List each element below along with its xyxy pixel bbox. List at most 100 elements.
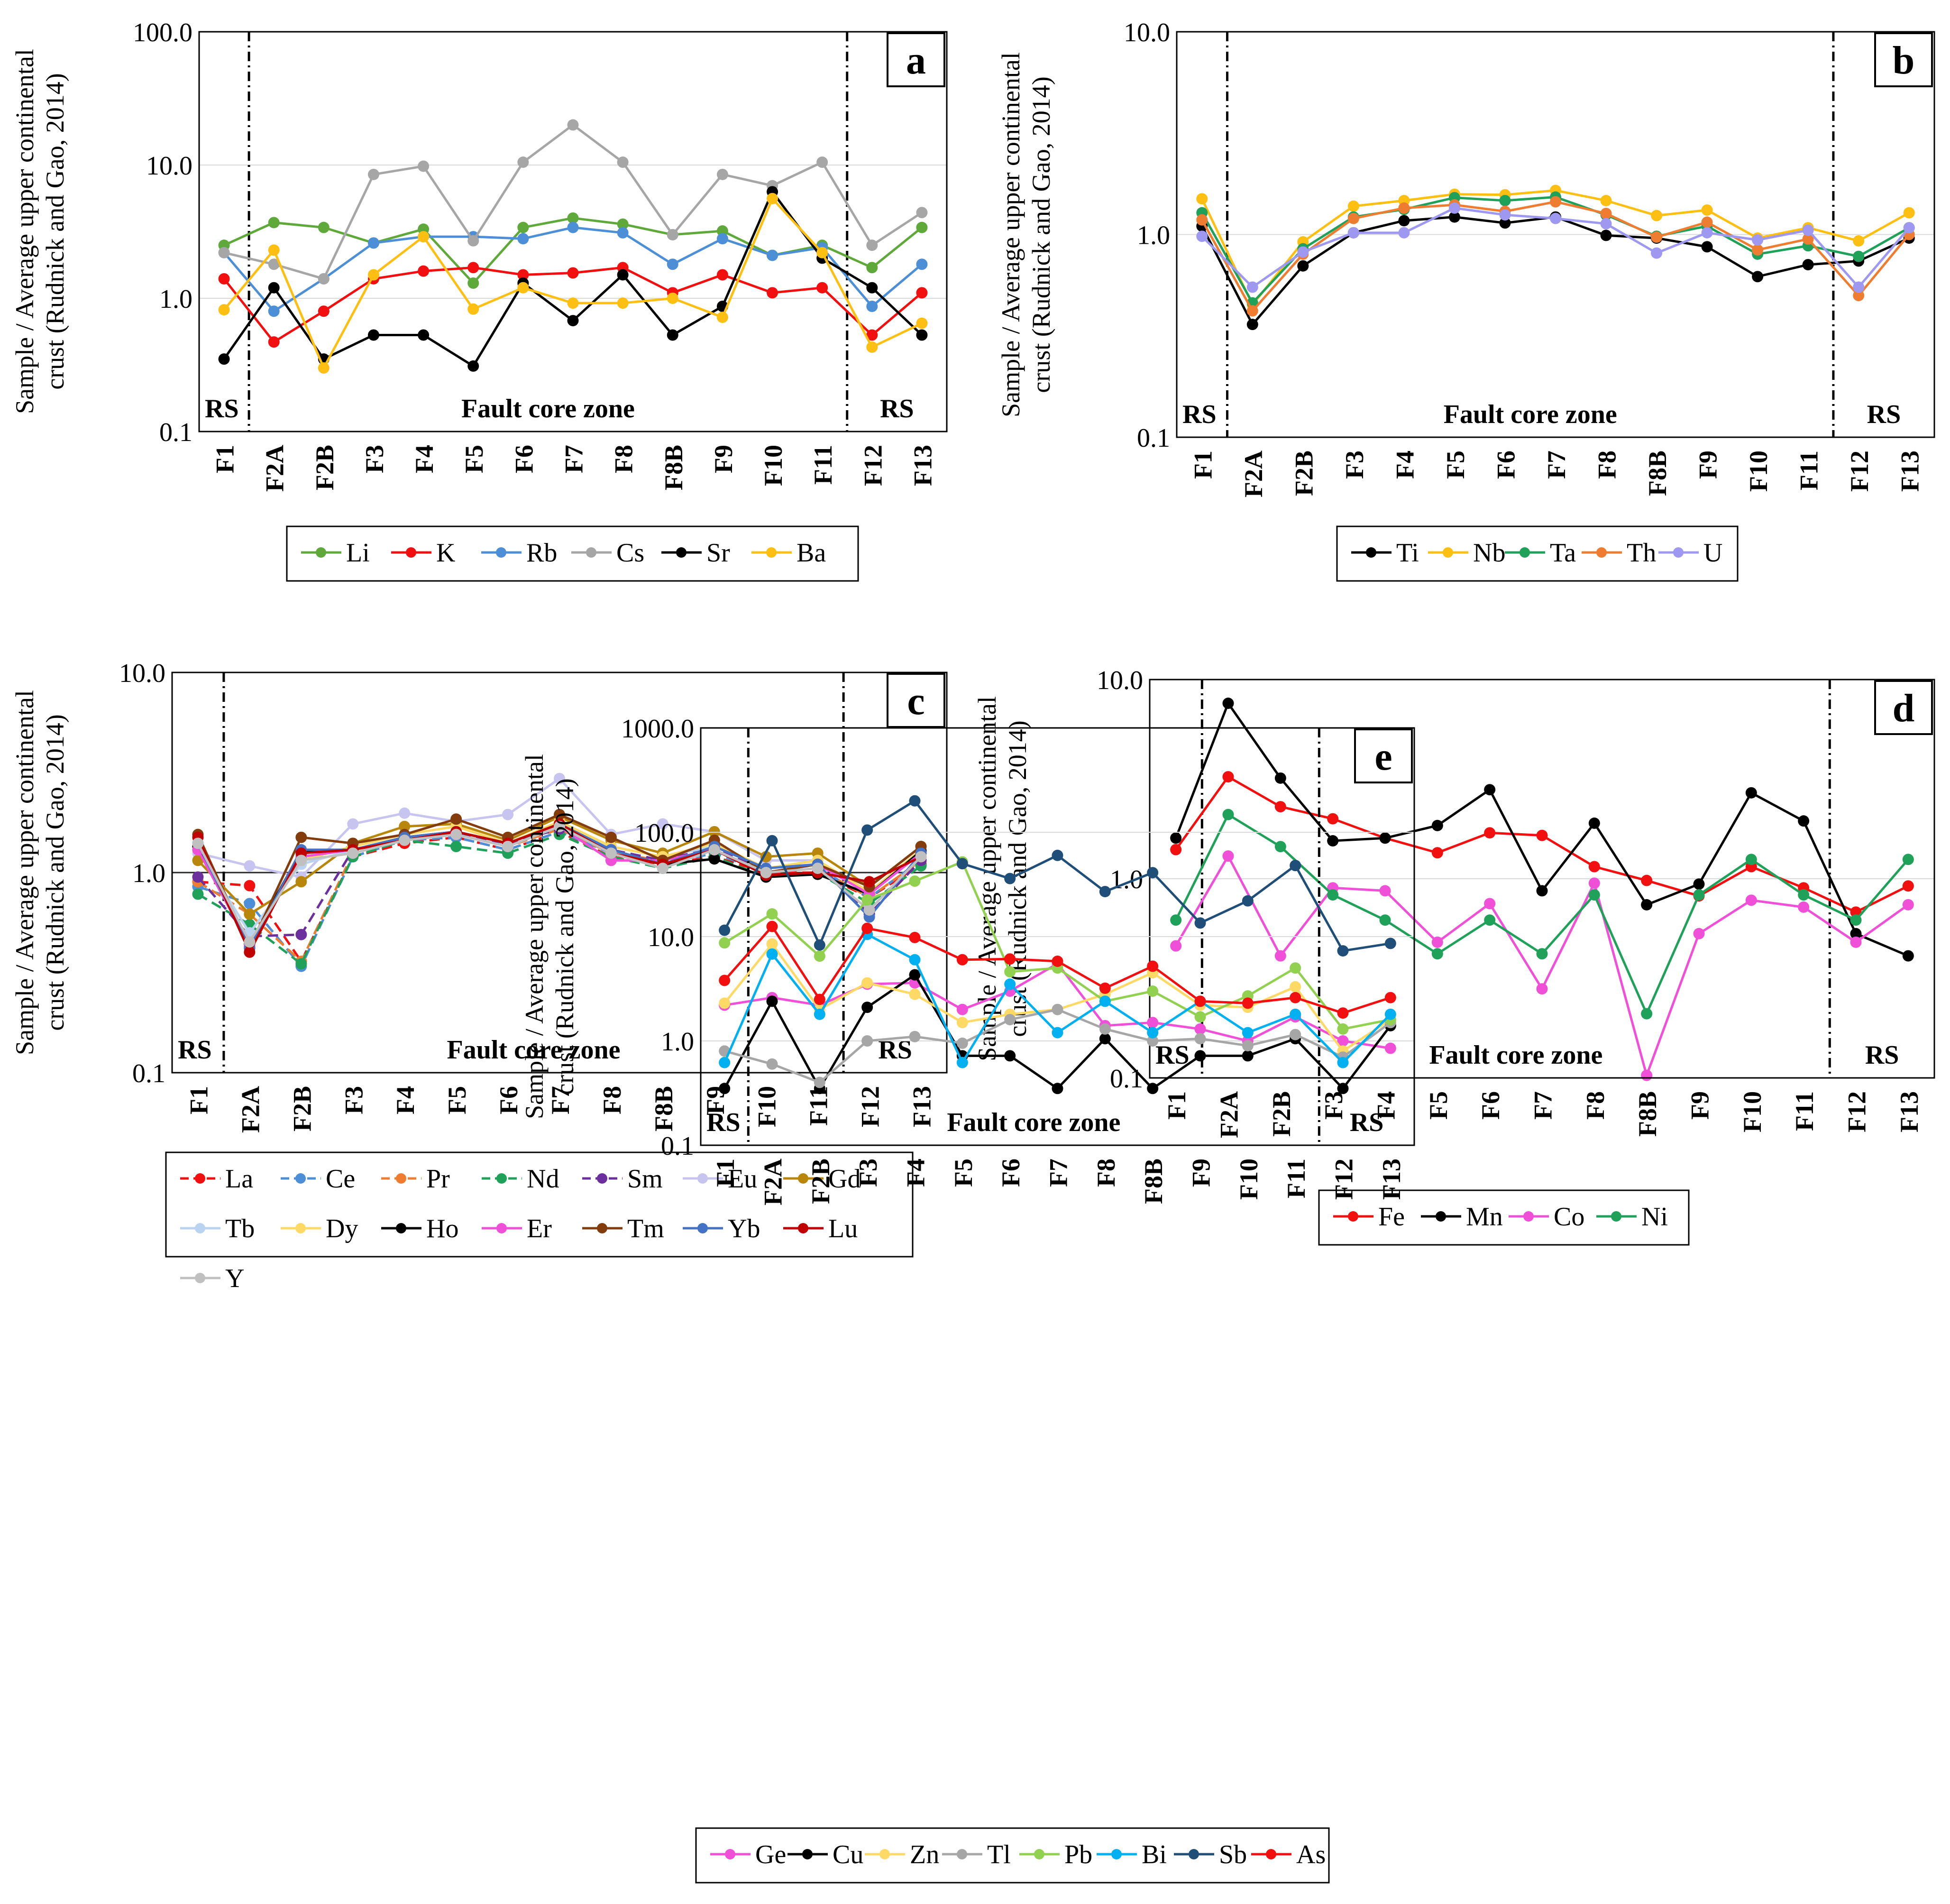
data-point-li (268, 217, 280, 229)
data-point-as (956, 954, 968, 966)
data-point-th (1802, 233, 1814, 245)
data-point-co (1693, 928, 1705, 939)
data-point-ge (1337, 1035, 1349, 1047)
data-point-pb (909, 875, 921, 887)
data-point-cs (517, 156, 529, 168)
legend-swatch-marker (725, 1849, 735, 1859)
data-point-nb (1196, 193, 1208, 205)
legend-swatch-marker (586, 547, 596, 558)
data-point-cs (218, 247, 230, 258)
x-tick-label: F2A (261, 445, 289, 492)
panel-label: a (906, 38, 926, 83)
legend-label: Co (1554, 1202, 1584, 1232)
data-point-y (915, 851, 927, 863)
data-point-sm (295, 929, 307, 940)
data-point-u (1297, 246, 1309, 258)
data-point-cu (1147, 1083, 1159, 1095)
data-point-cs (567, 119, 579, 131)
series-line-mn (1174, 702, 1909, 957)
data-point-ta (1499, 194, 1511, 206)
plot-border (1176, 31, 1935, 438)
legend-swatch-marker (195, 1173, 205, 1184)
legend-swatch-marker (195, 1273, 205, 1283)
data-point-co (1902, 899, 1914, 911)
chart-panel-e: 0.1 1.0 10.0 100.0 1000.0 RS Fault core zone RS… (520, 714, 1415, 1884)
x-tick-label: F12 (859, 445, 887, 486)
data-point-sb (1004, 873, 1016, 884)
x-tick-label: F2A (236, 1086, 265, 1133)
y-tick-label: 0.1 (159, 418, 192, 447)
data-point-ni (1327, 889, 1339, 901)
data-point-k (816, 282, 828, 294)
legend-label: Pb (1064, 1840, 1092, 1869)
data-point-tl (1004, 1014, 1016, 1026)
y-axis-title-line1: Sample / Average upper continental (10, 49, 39, 414)
x-tick-label: F4 (902, 1159, 930, 1187)
data-point-ni (1170, 914, 1182, 926)
x-tick-label: F2B (288, 1086, 316, 1131)
data-point-ge (1147, 1017, 1159, 1029)
data-point-ti (1499, 217, 1511, 229)
legend-label: Sr (706, 538, 730, 568)
legend-swatch-marker (496, 547, 506, 558)
panel-label: e (1374, 735, 1392, 779)
data-point-ho (708, 853, 720, 865)
data-point-as (1337, 1007, 1349, 1019)
x-tick-label: F5 (443, 1086, 471, 1114)
data-point-cs (916, 207, 928, 219)
data-point-cu (909, 969, 921, 981)
data-point-tl (1099, 1023, 1111, 1035)
data-point-ni (1850, 914, 1862, 926)
data-point-bi (1147, 1027, 1159, 1039)
data-point-li (567, 212, 579, 224)
data-point-ge (1194, 1023, 1206, 1035)
data-point-nb (1600, 194, 1612, 206)
data-point-li (866, 262, 878, 274)
x-tick-label: F7 (1542, 451, 1571, 479)
legend-label: Rb (526, 538, 557, 568)
x-tick-label: F8B (650, 1086, 678, 1131)
x-tick-label: F1 (711, 1159, 740, 1187)
y-tick-label: 100.0 (634, 819, 694, 848)
data-point-tl (766, 1058, 778, 1070)
data-point-co (1431, 936, 1443, 948)
data-point-cu (1052, 1083, 1063, 1095)
zone-label-rs-left: RS (1155, 1040, 1190, 1070)
data-point-ti (1448, 211, 1460, 223)
legend-swatch-marker (798, 1173, 808, 1184)
data-point-u (1853, 281, 1865, 293)
legend-swatch-marker (766, 547, 777, 558)
data-point-co (1798, 901, 1810, 913)
data-point-fe (1536, 829, 1548, 841)
legend-label: Ce (326, 1164, 355, 1194)
data-point-u (1802, 224, 1814, 236)
data-point-ni (1745, 854, 1757, 865)
data-point-fe (1484, 827, 1496, 839)
data-point-bi (814, 1008, 825, 1020)
data-point-zn (956, 1017, 968, 1029)
data-point-th (1600, 208, 1612, 220)
x-tick-label: F3 (1319, 1091, 1348, 1120)
legend-label: Sb (1219, 1840, 1247, 1869)
data-point-sb (861, 824, 873, 836)
data-point-cs (418, 160, 430, 172)
x-tick-label: F11 (1790, 1091, 1819, 1131)
data-point-co (1745, 894, 1757, 906)
data-point-as (1384, 992, 1396, 1003)
data-point-tl (1052, 1003, 1063, 1015)
legend-label: Sm (627, 1164, 663, 1194)
data-point-mn (1222, 698, 1234, 709)
data-point-y (502, 840, 514, 852)
legend-swatch-marker (697, 1173, 708, 1184)
data-point-co (1222, 850, 1234, 862)
legend-label: Ge (755, 1840, 786, 1869)
data-point-y (295, 855, 307, 866)
data-point-fe (1588, 861, 1600, 873)
legend-swatch-marker (396, 1223, 406, 1233)
data-point-tl (956, 1037, 968, 1049)
legend-swatch-marker (1111, 1849, 1122, 1859)
legend-label: Nd (527, 1164, 559, 1194)
y-tick-label: 10.0 (119, 659, 165, 688)
data-point-rb (517, 233, 529, 245)
data-point-bi (1242, 1027, 1254, 1039)
